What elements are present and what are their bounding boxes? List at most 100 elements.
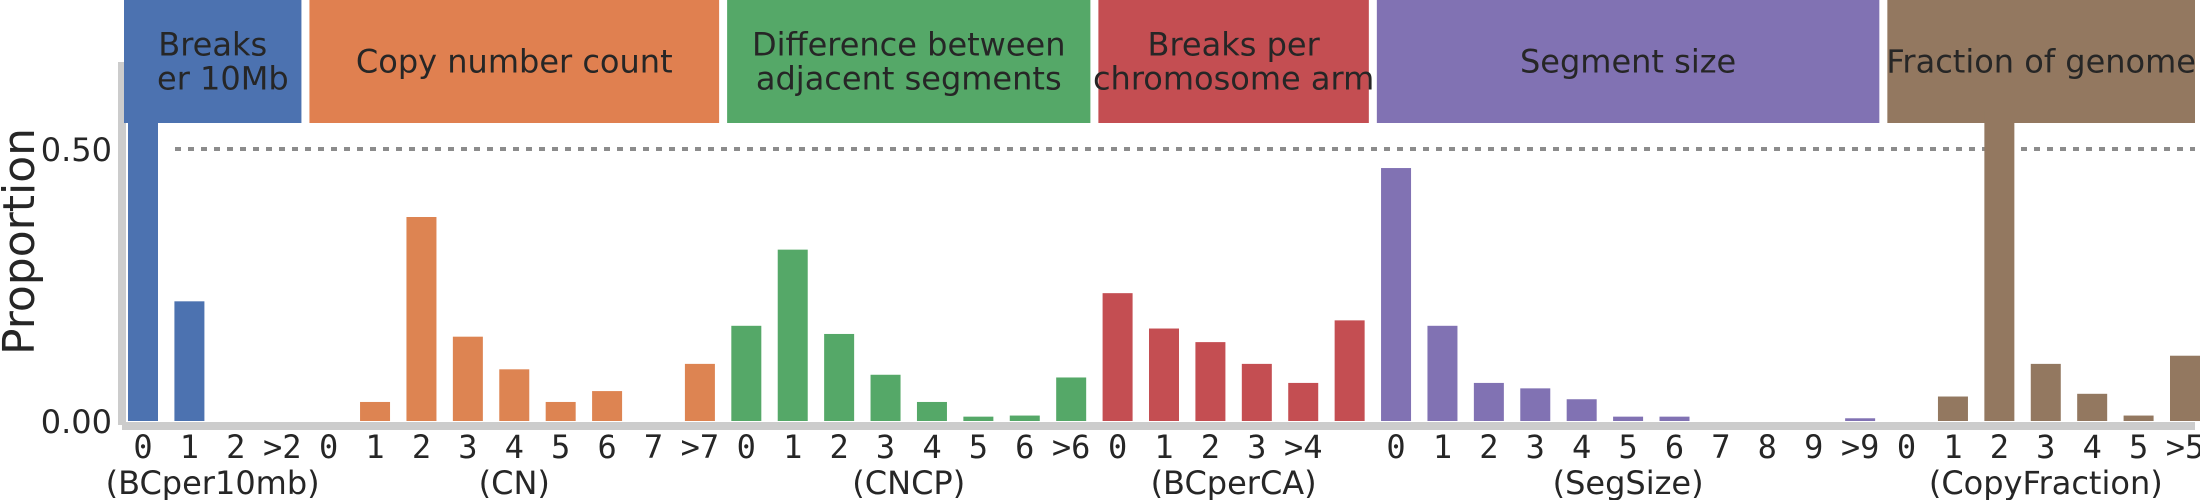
bar [452,336,483,421]
x-tick-label: 2 [1201,428,1220,466]
group-header-label: Fraction of genome [1886,43,2196,81]
group-header-box [727,0,1091,123]
bar [1984,110,2015,422]
bar [1473,382,1504,421]
y-axis-label: Proportion [0,128,45,355]
bar [1009,415,1040,421]
x-tick-label: 0 [1386,428,1405,466]
group-header-label: Difference between [752,26,1066,64]
bar [592,391,623,421]
group-code-label: (BCperCA) [1151,464,1317,500]
x-tick-label: 3 [458,428,477,466]
x-tick-label: 3 [1526,428,1545,466]
x-tick-label: 5 [969,428,988,466]
bar [360,401,391,421]
x-tick-label: 4 [1572,428,1591,466]
bar [1195,342,1226,421]
x-tick-label: 4 [2083,428,2102,466]
y-tick-label: 0.00 [41,403,112,441]
x-tick-label: 8 [1758,428,1777,466]
x-tick-label: >7 [681,428,720,466]
bar [128,7,158,422]
group-code-label: (CNCP) [852,464,965,500]
x-tick-label: 1 [365,428,384,466]
bar [1149,328,1179,421]
x-tick-label: 2 [226,428,245,466]
x-tick-label: 1 [180,428,199,466]
group-code-label: (SegSize) [1553,464,1704,500]
x-tick-label: 4 [922,428,941,466]
x-tick-label: 0 [1108,428,1127,466]
bar [1566,399,1597,421]
group-header-label: Breaks per [1147,26,1320,64]
x-tick-label: 1 [1154,428,1173,466]
x-tick-label: 3 [876,428,895,466]
x-tick-label: >6 [1052,428,1091,466]
bar [1613,416,1644,421]
bar [1102,293,1133,421]
x-axis-spine [122,422,2195,430]
bar [1381,168,1412,421]
group-header-label: per 10Mb [137,60,289,98]
bar [1659,416,1690,421]
bar [499,369,530,421]
y-tick-label: 0.50 [41,131,112,169]
x-tick-label: 2 [412,428,431,466]
group-header-box [1887,0,2195,123]
bar [870,374,901,421]
x-tick-label: >9 [1841,428,1880,466]
y-axis-spine [118,62,126,425]
x-tick-label: 3 [1247,428,1266,466]
bar [684,363,715,421]
x-tick-label: 6 [1015,428,1034,466]
bar [2123,415,2154,421]
bar [824,333,855,421]
bar [406,217,437,421]
bar [1937,396,1968,421]
group-code-label: (BCper10mb) [106,464,320,500]
x-tick-label: 1 [783,428,802,466]
group-header-label: Segment size [1520,43,1736,81]
bar [2170,355,2200,421]
bar [1427,325,1458,421]
x-tick-label: >2 [263,428,302,466]
group-header-box [1376,0,1880,123]
x-tick-label: 5 [2129,428,2148,466]
bar [963,416,994,421]
group-header-label: adjacent segments [756,60,1062,98]
group-header-box [1098,0,1369,123]
x-tick-label: 1 [1943,428,1962,466]
bar [1056,377,1087,421]
group-code-label: (CN) [479,464,550,500]
bar [2030,363,2061,421]
x-tick-label: 7 [1711,428,1730,466]
bar [1520,388,1551,421]
x-tick-label: 2 [1990,428,2009,466]
x-tick-label: 5 [1618,428,1637,466]
x-tick-label: 5 [551,428,570,466]
x-tick-label: 9 [1804,428,1823,466]
bar [731,325,762,421]
bar [916,401,947,421]
bar [174,301,205,421]
x-tick-label: 1 [1433,428,1452,466]
bar [1288,382,1319,421]
x-tick-label: 7 [644,428,663,466]
bar [1241,363,1272,421]
x-tick-label: 0 [133,428,152,466]
group-header-label: chromosome arm [1093,60,1374,98]
x-tick-label: 2 [1479,428,1498,466]
x-tick-label: 3 [2036,428,2055,466]
bar [777,249,808,421]
x-tick-label: 6 [597,428,616,466]
bar [1334,320,1365,421]
x-tick-label: 6 [1665,428,1684,466]
group-header-box [309,0,720,123]
x-tick-label: 4 [505,428,524,466]
x-tick-label: 0 [1897,428,1916,466]
group-header-label: Breaks [158,26,267,64]
x-tick-label: 0 [319,428,338,466]
x-tick-label: 2 [830,428,849,466]
x-tick-label: 0 [737,428,756,466]
